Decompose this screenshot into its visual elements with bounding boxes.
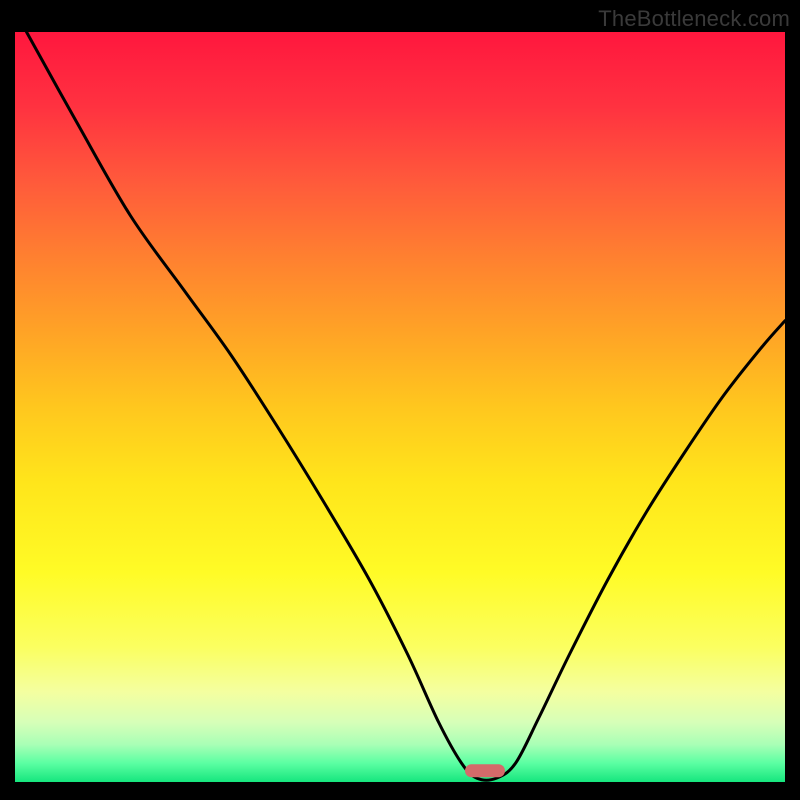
minimum-marker <box>465 764 505 778</box>
attribution-text: TheBottleneck.com <box>598 6 790 32</box>
bottleneck-curve <box>15 32 785 782</box>
plot-area <box>15 32 785 782</box>
